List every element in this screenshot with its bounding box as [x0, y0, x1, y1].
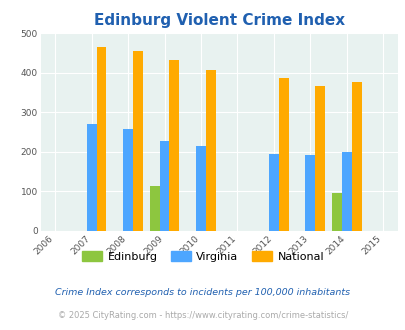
Bar [278, 78, 288, 231]
Bar [341, 152, 351, 231]
Bar [169, 60, 179, 231]
Bar [87, 124, 96, 231]
Bar [159, 141, 169, 231]
Text: © 2025 CityRating.com - https://www.cityrating.com/crime-statistics/: © 2025 CityRating.com - https://www.city… [58, 311, 347, 320]
Bar [133, 51, 143, 231]
Bar [315, 86, 324, 231]
Bar [205, 70, 215, 231]
Bar [305, 155, 315, 231]
Bar [96, 47, 106, 231]
Bar [351, 82, 361, 231]
Bar [123, 129, 133, 231]
Bar [149, 186, 159, 231]
Legend: Edinburg, Virginia, National: Edinburg, Virginia, National [77, 247, 328, 266]
Text: Crime Index corresponds to incidents per 100,000 inhabitants: Crime Index corresponds to incidents per… [55, 287, 350, 297]
Title: Edinburg Violent Crime Index: Edinburg Violent Crime Index [94, 13, 344, 28]
Bar [331, 193, 341, 231]
Bar [269, 154, 278, 231]
Bar [196, 146, 205, 231]
